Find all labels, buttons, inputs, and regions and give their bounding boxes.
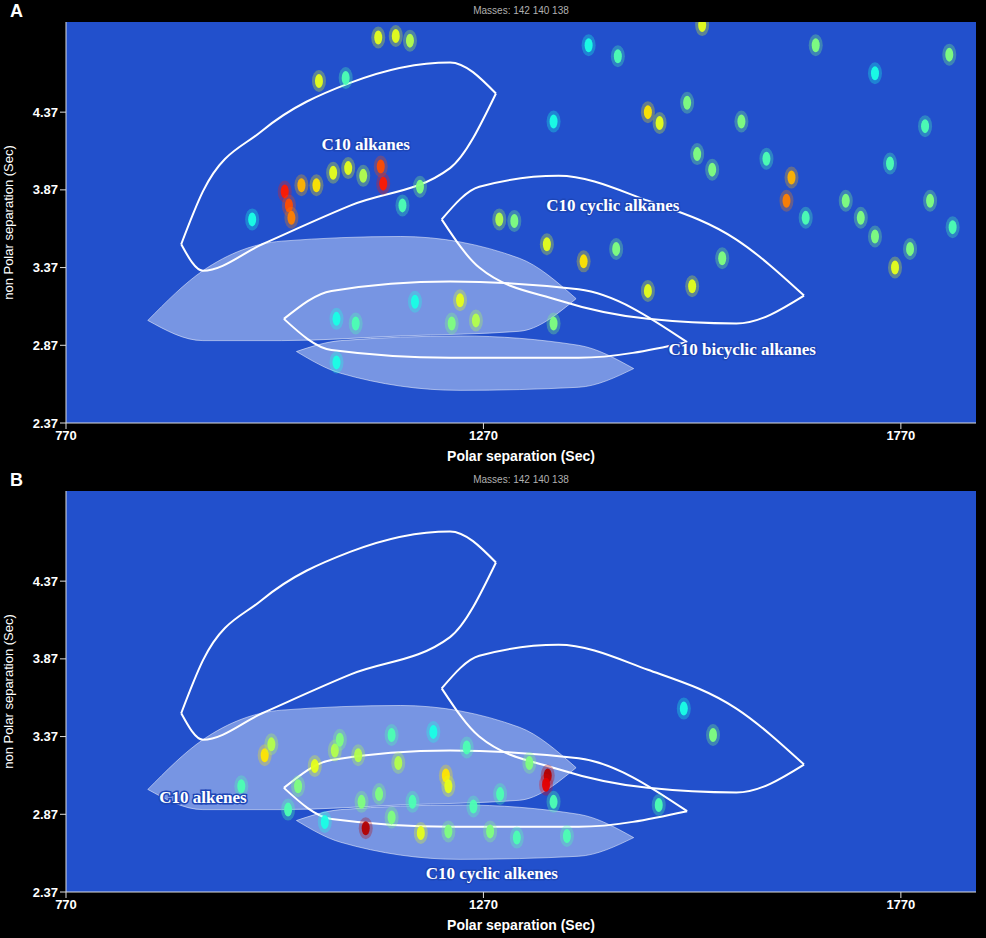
svg-text:1270: 1270 (469, 428, 498, 443)
svg-text:Polar separation (Sec): Polar separation (Sec) (447, 917, 595, 933)
html-text:A: A (10, 1, 23, 21)
svg-text:C10 bicyclic alkanes: C10 bicyclic alkanes (669, 340, 817, 359)
svg-text:3.87: 3.87 (33, 182, 58, 197)
html-text:Masses: 142 140 138: Masses: 142 140 138 (473, 474, 569, 485)
svg-text:3.87: 3.87 (33, 651, 58, 666)
svg-text:C10 cyclic alkenes: C10 cyclic alkenes (426, 864, 559, 883)
svg-text:4.37: 4.37 (33, 574, 58, 589)
svg-text:C10 alkenes: C10 alkenes (159, 788, 247, 807)
svg-text:3.37: 3.37 (33, 260, 58, 275)
svg-text:2.87: 2.87 (33, 338, 58, 353)
svg-text:2.87: 2.87 (33, 807, 58, 822)
svg-text:770: 770 (55, 428, 77, 443)
svg-text:2.37: 2.37 (33, 416, 58, 431)
svg-text:Polar separation (Sec): Polar separation (Sec) (447, 448, 595, 464)
svg-text:non Polar separation (Sec): non Polar separation (Sec) (1, 145, 16, 300)
html-text:B: B (10, 470, 23, 490)
svg-text:1270: 1270 (469, 897, 498, 912)
svg-text:1770: 1770 (886, 897, 915, 912)
svg-text:2.37: 2.37 (33, 885, 58, 900)
svg-text:3.37: 3.37 (33, 729, 58, 744)
svg-text:1770: 1770 (886, 428, 915, 443)
svg-text:770: 770 (55, 897, 77, 912)
html-text:Masses: 142 140 138: Masses: 142 140 138 (473, 5, 569, 16)
svg-text:non Polar separation (Sec): non Polar separation (Sec) (1, 614, 16, 769)
svg-text:C10 alkanes: C10 alkanes (322, 135, 411, 154)
svg-text:C10 cyclic alkanes: C10 cyclic alkanes (546, 196, 680, 215)
svg-text:4.37: 4.37 (33, 105, 58, 120)
